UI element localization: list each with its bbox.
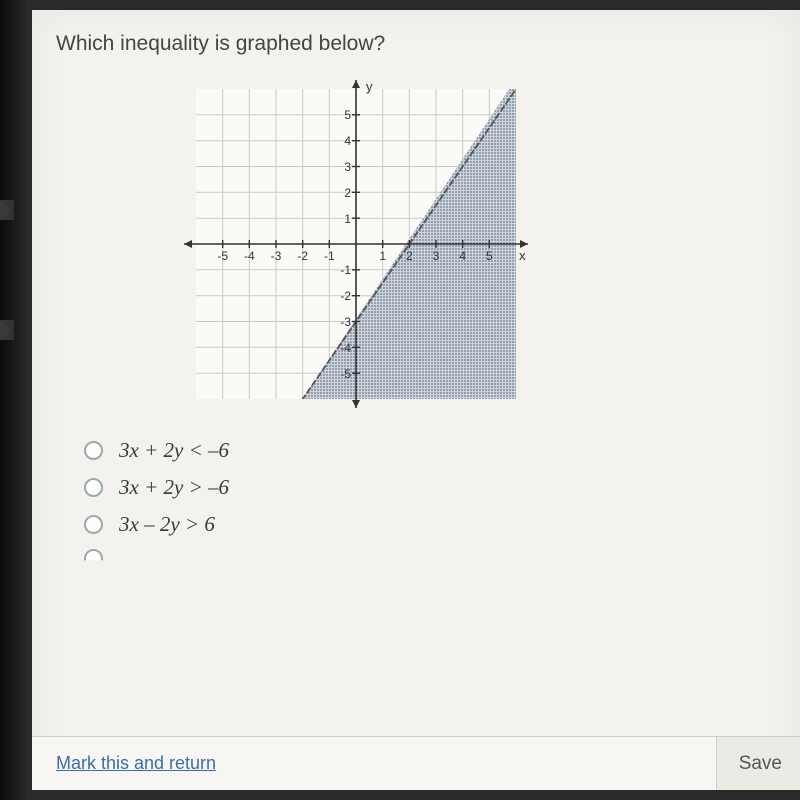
svg-text:5: 5 [486, 249, 493, 263]
save-button-label: Save [739, 753, 782, 775]
answer-options: 3x + 2y < –6 3x + 2y > –6 3x – 2y > 6 [84, 432, 776, 574]
window-left-bezel [0, 0, 28, 800]
svg-text:1: 1 [379, 249, 386, 263]
option-row[interactable]: 3x + 2y > –6 [84, 469, 776, 506]
svg-text:3: 3 [433, 249, 440, 263]
question-text: Which inequality is graphed below? [56, 32, 776, 56]
svg-text:-4: -4 [340, 341, 351, 355]
radio-icon[interactable] [84, 515, 103, 534]
svg-text:3: 3 [344, 160, 351, 174]
svg-text:-2: -2 [297, 249, 308, 263]
svg-text:2: 2 [406, 249, 413, 263]
option-row[interactable] [84, 543, 776, 574]
side-handle [0, 200, 14, 220]
svg-text:-1: -1 [340, 263, 351, 277]
question-panel: Which inequality is graphed below? [32, 10, 800, 790]
option-label: 3x + 2y < –6 [119, 438, 229, 463]
svg-text:-1: -1 [324, 249, 335, 263]
inequality-chart: -5 -4 -3 -2 -1 1 2 3 4 5 5 4 3 2 1 -1 -2 -3 -4 -… [176, 74, 536, 414]
option-label: 3x – 2y > 6 [119, 512, 215, 537]
svg-text:-3: -3 [340, 315, 351, 329]
y-axis-label: y [366, 79, 373, 94]
option-label: 3x + 2y > –6 [119, 475, 229, 500]
svg-text:-3: -3 [271, 249, 282, 263]
option-row[interactable]: 3x – 2y > 6 [84, 506, 776, 543]
save-button[interactable]: Save [716, 737, 800, 790]
svg-text:-5: -5 [217, 249, 228, 263]
option-row[interactable]: 3x + 2y < –6 [84, 432, 776, 469]
radio-icon[interactable] [84, 441, 103, 460]
svg-text:5: 5 [344, 108, 351, 122]
mark-return-link[interactable]: Mark this and return [56, 753, 216, 774]
svg-text:-2: -2 [340, 289, 351, 303]
x-axis-label: x [519, 248, 526, 263]
side-handle [0, 320, 14, 340]
radio-icon[interactable] [84, 478, 103, 497]
svg-text:-4: -4 [244, 249, 255, 263]
svg-text:4: 4 [459, 249, 466, 263]
question-footer: Mark this and return Save [32, 736, 800, 790]
svg-text:4: 4 [344, 134, 351, 148]
radio-icon[interactable] [84, 549, 103, 568]
svg-text:2: 2 [344, 186, 351, 200]
svg-text:1: 1 [344, 212, 351, 226]
svg-text:-5: -5 [340, 367, 351, 381]
